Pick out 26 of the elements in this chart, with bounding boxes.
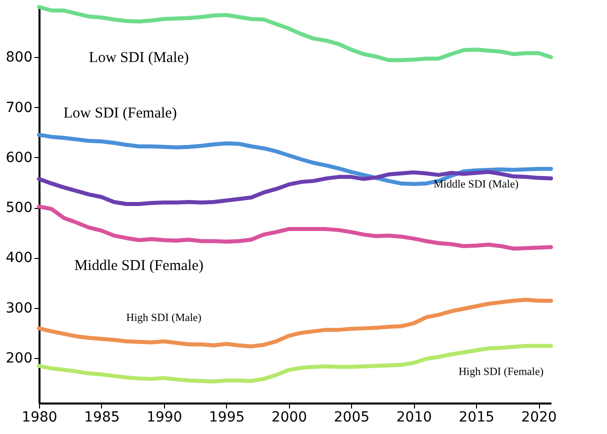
x-tick-label: 2005 <box>334 410 370 426</box>
y-tick-label: 500 <box>6 200 32 216</box>
x-tick-label: 1995 <box>208 410 245 426</box>
line-series <box>37 170 553 206</box>
series-label: Middle SDI (Female) <box>74 258 204 274</box>
y-tick-label: 300 <box>6 300 32 316</box>
x-tick-label: 2010 <box>396 410 432 426</box>
x-tick-label: 2015 <box>458 410 494 426</box>
x-tick-label: 1985 <box>84 410 120 426</box>
y-tick-label: 800 <box>6 50 32 66</box>
y-tick-label: 700 <box>6 100 32 116</box>
x-tick-label: 2000 <box>271 410 308 426</box>
x-tick-label: 1980 <box>22 410 58 426</box>
y-tick-label: 600 <box>6 150 32 166</box>
line-series <box>37 344 553 384</box>
series-label: Low SDI (Female) <box>64 105 177 122</box>
series-label: High SDI (Female) <box>458 366 544 378</box>
text: Low SDI (Male) <box>88 50 189 66</box>
line-series <box>37 298 553 348</box>
series-label: High SDI (Male) <box>126 312 202 324</box>
y-tick-label: 200 <box>6 350 32 366</box>
series-label: Middle SDI (Male) <box>434 178 519 190</box>
x-tick-label: 1990 <box>146 410 182 426</box>
line-series <box>37 204 553 251</box>
x-tick-label: 2020 <box>521 410 557 426</box>
y-tick-label: 400 <box>6 250 32 266</box>
